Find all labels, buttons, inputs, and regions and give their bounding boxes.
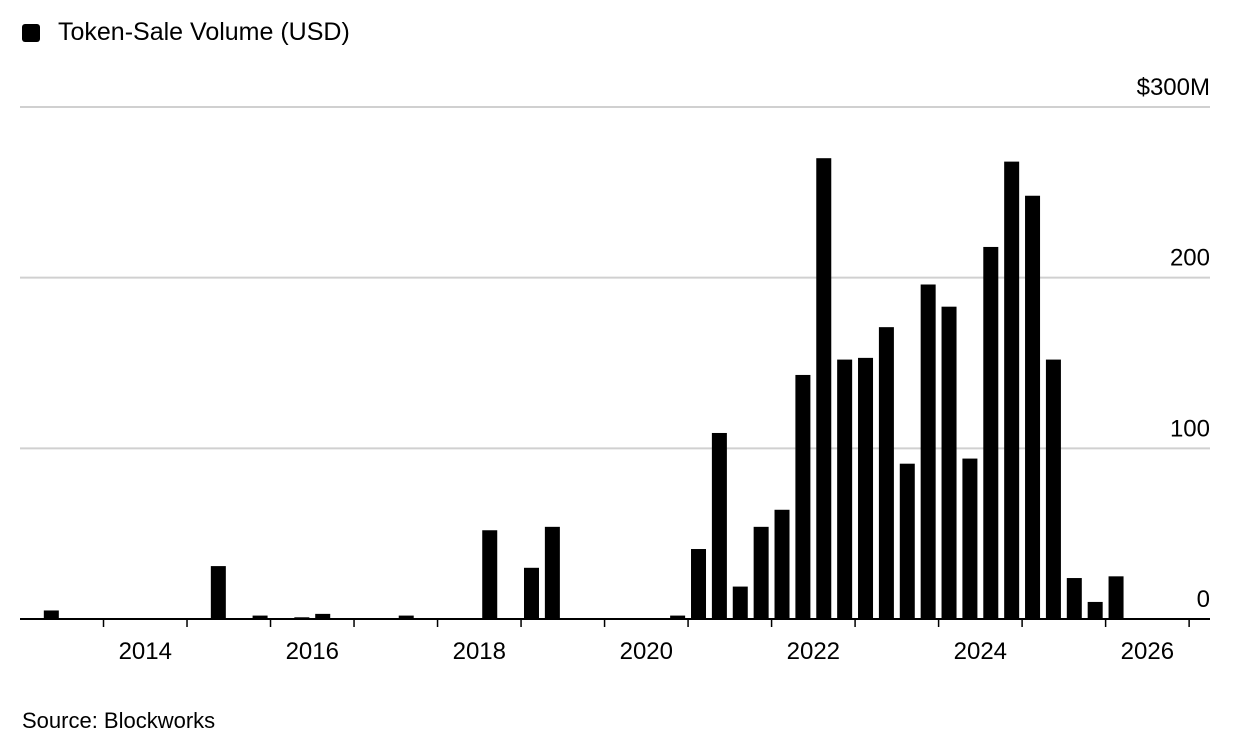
bar bbox=[837, 359, 853, 619]
y-tick-label: 0 bbox=[1197, 586, 1210, 613]
bar bbox=[670, 615, 686, 619]
legend-label: Token-Sale Volume (USD) bbox=[58, 18, 350, 46]
bar bbox=[482, 530, 498, 619]
bar bbox=[1066, 578, 1082, 619]
bar bbox=[43, 610, 59, 619]
x-tick-label: 2014 bbox=[119, 638, 172, 665]
bar bbox=[1045, 359, 1061, 619]
bar bbox=[544, 526, 560, 619]
source-note: Source: Blockworks bbox=[22, 708, 216, 733]
bar bbox=[210, 566, 226, 619]
y-tick-label: 100 bbox=[1170, 415, 1210, 442]
x-tick-label: 2018 bbox=[453, 638, 506, 665]
legend-swatch bbox=[22, 23, 40, 42]
bar bbox=[941, 306, 957, 619]
bar bbox=[899, 463, 915, 619]
bar bbox=[711, 432, 727, 619]
bar bbox=[753, 526, 769, 619]
bar bbox=[1004, 161, 1020, 619]
bar bbox=[795, 374, 811, 619]
chart-legend: Token-Sale Volume (USD) bbox=[22, 18, 350, 47]
bar bbox=[1108, 576, 1124, 619]
bar bbox=[858, 357, 874, 619]
x-tick-label: 2024 bbox=[954, 638, 1007, 665]
bar bbox=[1087, 601, 1103, 619]
x-tick-label: 2020 bbox=[620, 638, 673, 665]
x-tick-label: 2016 bbox=[286, 638, 339, 665]
bar bbox=[732, 586, 748, 619]
bar-chart: 0 100 200 $300M 2014 2016 2018 2020 2022 2024 2026 bbox=[20, 74, 1210, 665]
bar bbox=[252, 615, 268, 619]
y-tick-label: $300M bbox=[1137, 74, 1210, 101]
bar bbox=[774, 509, 790, 619]
bar bbox=[398, 615, 414, 619]
x-tick-label: 2022 bbox=[787, 638, 840, 665]
bar bbox=[983, 246, 999, 620]
bar bbox=[315, 613, 331, 619]
bar bbox=[1025, 195, 1041, 619]
x-tick-label: 2026 bbox=[1121, 638, 1174, 665]
bar bbox=[962, 458, 978, 619]
y-tick-label: 200 bbox=[1170, 245, 1210, 272]
bar bbox=[523, 567, 539, 619]
bar bbox=[691, 549, 707, 619]
bar bbox=[816, 158, 832, 619]
bar bbox=[878, 327, 894, 619]
bar bbox=[920, 284, 936, 619]
